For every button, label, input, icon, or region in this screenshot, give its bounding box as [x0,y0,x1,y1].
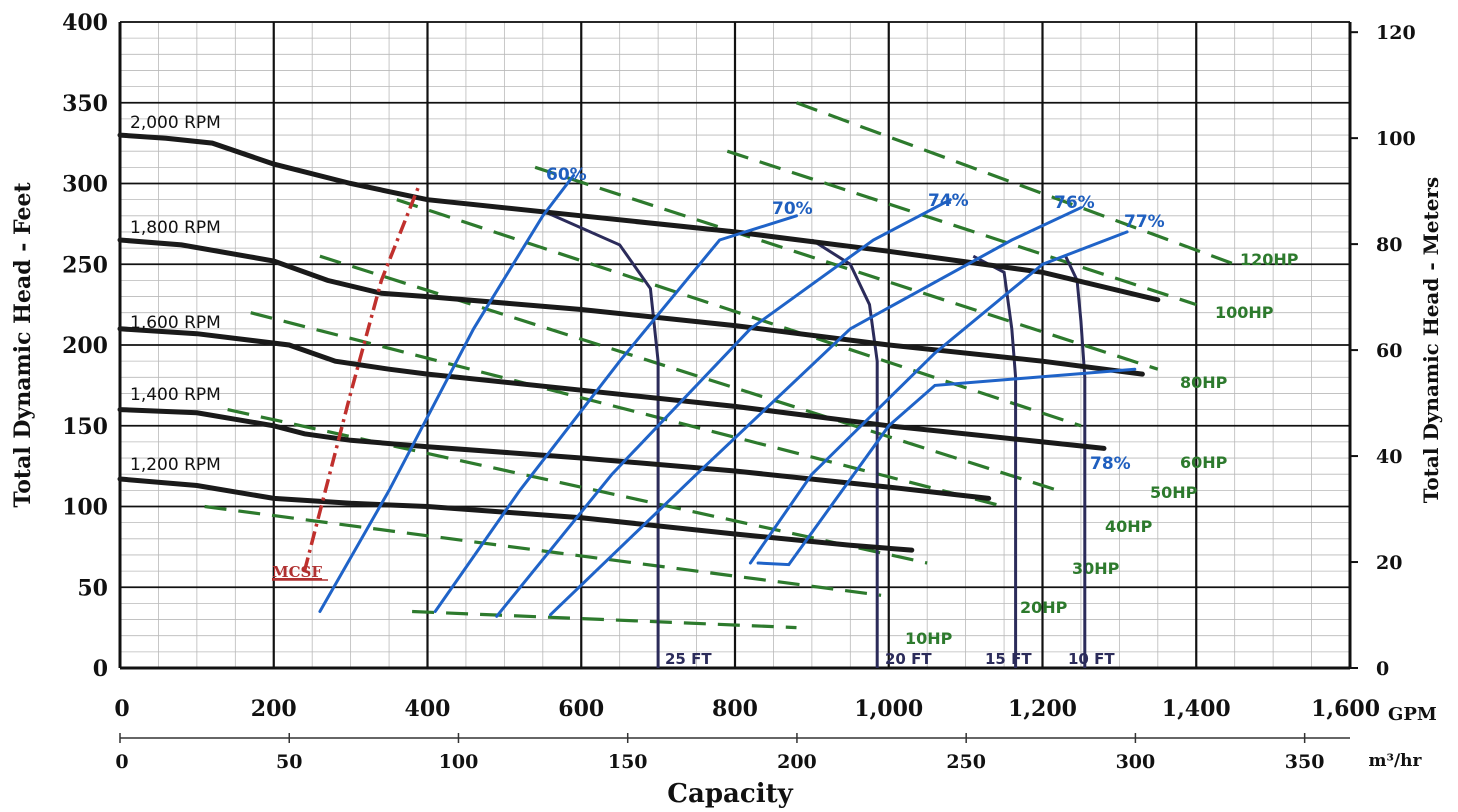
power-line-30hp [227,408,928,565]
y-tick-label: 400 [62,10,108,36]
y2-tick-label: 80 [1376,234,1402,256]
power-line-label: 60HP [1180,453,1228,472]
x-tick-label: 0 [114,696,129,722]
x2-tick-label: 0 [115,751,128,773]
y-tick-label: 300 [62,172,108,198]
efficiency-curve-70pct [433,214,798,613]
npsh-label: 15 FT [985,650,1032,668]
x-unit-label: GPM [1388,704,1437,725]
x2-tick-label: 250 [946,751,986,773]
mcsf-label: MCSF [272,563,322,581]
speed-curve [117,476,915,553]
npsh-curve-10ft [1064,255,1087,668]
power-line-label: 120HP [1240,250,1299,269]
efficiency-label: 78% [1090,454,1131,474]
power-line-100hp [726,149,1197,307]
efficiency-label: 60% [546,165,587,185]
x-tick-label: 1,600 [1311,696,1380,722]
speed-curve-label: 1,200 RPM [130,455,221,475]
power-line-label: 80HP [1180,373,1228,392]
efficiency-curve-60pct [318,173,576,613]
y-tick-label: 100 [62,495,108,521]
x2-tick-label: 100 [439,751,479,773]
x-tick-label: 400 [405,696,451,722]
x-tick-label: 1,200 [1008,696,1077,722]
y2-tick-label: 60 [1376,340,1402,362]
y-tick-label: 250 [62,252,108,278]
speed-curve [117,407,992,501]
power-line-20hp [204,504,882,597]
y2-tick-label: 40 [1376,446,1402,468]
x-tick-label: 1,400 [1162,696,1231,722]
speed-curve [117,132,1161,303]
x2-tick-label: 300 [1116,751,1156,773]
y-axis-title-left: Total Dynamic Head - Feet [10,182,36,508]
y-tick-label: 0 [93,656,108,682]
power-line-label: 40HP [1105,517,1153,536]
power-line-label: 10HP [905,629,953,648]
power-line-120hp [795,101,1236,266]
x2-tick-label: 50 [276,751,302,773]
efficiency-curve-77pct [748,230,1129,565]
power-line-label: 50HP [1150,483,1198,502]
power-line-label: 20HP [1020,598,1068,617]
speed-curve-label: 1,600 RPM [130,313,221,333]
x-tick-label: 600 [558,696,604,722]
x-tick-label: 800 [712,696,758,722]
x-tick-label: 1,000 [854,696,923,722]
efficiency-label: 76% [1054,193,1095,213]
y-tick-label: 50 [77,575,108,601]
efficiency-label: 70% [772,199,813,219]
efficiency-curve-78pct [756,367,1137,567]
mcsf-line [302,182,422,572]
y2-tick-label: 100 [1376,128,1416,150]
npsh-label: 20 FT [885,650,932,668]
efficiency-label: 74% [928,191,969,211]
power-line-10hp [412,609,797,630]
power-line-80hp [534,165,1159,371]
y-axis-title-right: Total Dynamic Head - Meters [1419,177,1443,503]
efficiency-curve-74pct [495,198,952,618]
x2-tick-label: 350 [1285,751,1325,773]
y2-tick-label: 120 [1376,22,1416,44]
speed-curve-label: 1,800 RPM [130,218,221,238]
y2-tick-label: 0 [1376,658,1389,680]
y-tick-label: 150 [62,414,108,440]
x2-unit-label: m³/hr [1369,751,1423,771]
speed-curve-label: 2,000 RPM [130,113,221,133]
power-line-50hp [319,254,1059,492]
npsh-curve-20ft [811,238,879,668]
power-line-60hp [396,198,1082,428]
power-line-label: 30HP [1072,559,1120,578]
y2-tick-label: 20 [1376,552,1402,574]
npsh-label: 10 FT [1068,650,1115,668]
speed-curve-label: 1,400 RPM [130,385,221,405]
npsh-label: 25 FT [665,650,712,668]
y-tick-label: 200 [62,333,108,359]
efficiency-label: 77% [1124,212,1165,232]
power-line-label: 100HP [1215,303,1274,322]
x2-tick-label: 150 [608,751,648,773]
x2-tick-label: 200 [777,751,817,773]
efficiency-curve-76pct [549,206,1083,617]
x-axis-title: Capacity [667,779,793,809]
y-tick-label: 350 [62,91,108,117]
speed-curve [117,326,1107,451]
x-tick-label: 200 [251,696,297,722]
